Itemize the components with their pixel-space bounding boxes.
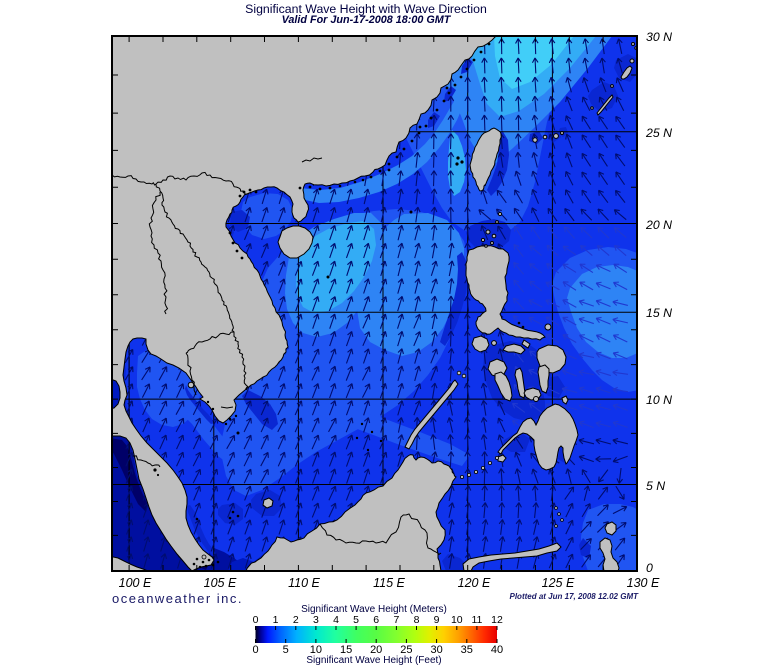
svg-text:Plotted at Jun 17, 2008 12.02: Plotted at Jun 17, 2008 12.02 GMT	[510, 592, 640, 601]
svg-text:35: 35	[461, 644, 473, 656]
svg-text:5: 5	[283, 644, 289, 656]
svg-text:2: 2	[293, 614, 299, 626]
svg-text:12: 12	[491, 614, 503, 626]
svg-text:10: 10	[451, 614, 463, 626]
svg-text:15 N: 15 N	[646, 306, 672, 320]
svg-text:20: 20	[370, 644, 382, 656]
svg-text:Significant Wave Height (Meter: Significant Wave Height (Meters)	[301, 604, 447, 615]
svg-text:4: 4	[333, 614, 339, 626]
svg-text:30: 30	[430, 644, 442, 656]
svg-text:40: 40	[491, 644, 503, 656]
svg-text:11: 11	[471, 614, 482, 626]
svg-text:0: 0	[252, 644, 258, 656]
svg-text:Valid For Jun-17-2008 18:00 GM: Valid For Jun-17-2008 18:00 GMT	[282, 14, 452, 26]
svg-text:15: 15	[340, 644, 352, 656]
svg-text:6: 6	[373, 614, 379, 626]
svg-text:9: 9	[434, 614, 440, 626]
svg-text:25 N: 25 N	[645, 126, 672, 140]
svg-text:125 E: 125 E	[542, 576, 575, 590]
svg-text:8: 8	[414, 614, 420, 626]
svg-text:3: 3	[313, 614, 319, 626]
svg-text:Significant Wave Height with W: Significant Wave Height with Wave Direct…	[245, 2, 487, 16]
svg-text:1: 1	[273, 614, 279, 626]
svg-text:115 E: 115 E	[373, 576, 405, 590]
svg-text:100 E: 100 E	[119, 576, 152, 590]
svg-text:25: 25	[400, 644, 412, 656]
svg-text:5 N: 5 N	[646, 479, 665, 493]
svg-text:10: 10	[310, 644, 322, 656]
svg-text:10 N: 10 N	[646, 393, 672, 407]
svg-text:oceanweather inc.: oceanweather inc.	[112, 591, 243, 606]
svg-text:130 E: 130 E	[627, 576, 660, 590]
svg-text:0: 0	[253, 614, 259, 626]
svg-text:120 E: 120 E	[458, 576, 491, 590]
svg-text:5: 5	[353, 614, 359, 626]
svg-text:110 E: 110 E	[288, 576, 320, 590]
svg-text:105 E: 105 E	[204, 576, 237, 590]
svg-text:30 N: 30 N	[646, 30, 672, 44]
svg-text:7: 7	[393, 614, 399, 626]
svg-text:Significant Wave Height (Feet): Significant Wave Height (Feet)	[306, 655, 441, 665]
svg-text:0: 0	[646, 561, 653, 575]
svg-text:20 N: 20 N	[645, 218, 672, 232]
